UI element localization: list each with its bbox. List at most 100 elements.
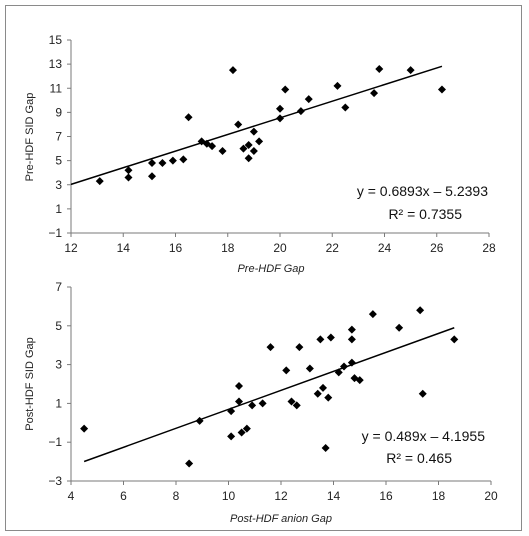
r-squared: R² = 0.7355 [388, 206, 462, 222]
x-tick-label: 22 [326, 241, 340, 255]
data-point [228, 66, 237, 75]
regression-equation: y = 0.489x – 4.1955 [362, 428, 486, 444]
data-point [124, 173, 133, 182]
data-points [95, 64, 446, 186]
y-tick-label: −3 [48, 474, 62, 488]
y-axis-label: Post-HDF SID Gap [24, 337, 36, 431]
data-point [326, 333, 335, 342]
data-point [347, 335, 356, 344]
x-tick-label: 4 [68, 489, 75, 503]
x-tick-label: 18 [432, 489, 446, 503]
trendline [70, 65, 443, 186]
data-point [450, 335, 459, 344]
y-tick-label: 9 [55, 105, 62, 119]
data-point [239, 144, 248, 153]
y-tick-label: −1 [48, 435, 62, 449]
data-point [276, 104, 284, 113]
data-point [227, 407, 236, 416]
data-point [334, 368, 343, 377]
data-point [227, 432, 236, 441]
data-point [237, 428, 246, 437]
data-point [235, 381, 243, 390]
data-point [168, 156, 177, 165]
data-point [324, 393, 333, 402]
data-point [184, 113, 193, 122]
y-axis-label: Pre-HDF SID Gap [24, 93, 36, 182]
data-point [147, 172, 156, 181]
x-tick-label: 6 [120, 489, 127, 503]
x-tick-label: 14 [117, 241, 131, 255]
y-tick-label: 5 [55, 319, 62, 333]
data-point [321, 444, 330, 453]
data-point [395, 323, 404, 332]
data-point [375, 64, 384, 73]
data-point [316, 335, 325, 344]
y-tick-label: 1 [55, 396, 62, 410]
x-axis-label: Pre-HDF Gap [237, 263, 304, 275]
chart-post-hdf: 7 5 3 1 −1 −3 4 6 8 10 12 14 16 18 20 Post-HDF anion … [24, 280, 498, 525]
x-tick-labels: 12 14 16 18 20 22 24 26 28 [64, 241, 496, 255]
data-point [249, 146, 258, 155]
y-tick-label: −1 [48, 226, 62, 240]
y-tick-label: 5 [55, 154, 62, 168]
data-point [195, 416, 204, 425]
regression-equation: y = 0.6893x – 5.2393 [357, 183, 488, 199]
figure-frame [5, 5, 522, 531]
data-point [340, 362, 348, 371]
data-point [95, 177, 104, 186]
tick-marks [67, 286, 492, 485]
data-point [244, 154, 253, 163]
data-point [416, 306, 425, 315]
y-tick-label: 7 [55, 280, 62, 294]
data-point [287, 397, 296, 406]
data-point [295, 343, 304, 352]
y-tick-label: 15 [49, 33, 63, 47]
data-point [242, 424, 251, 433]
x-tick-label: 18 [221, 241, 235, 255]
data-point [333, 81, 342, 90]
y-tick-label: 3 [55, 178, 62, 192]
data-point [370, 89, 379, 98]
data-point [406, 66, 415, 75]
data-point [304, 95, 313, 104]
x-tick-label: 12 [64, 241, 78, 255]
x-axis-label: Post-HDF anion Gap [230, 513, 332, 525]
data-point [244, 140, 253, 149]
data-point [355, 376, 364, 385]
x-tick-label: 16 [379, 489, 393, 503]
x-tick-label: 20 [273, 241, 287, 255]
x-tick-labels: 4 6 8 10 12 14 16 18 20 [68, 489, 498, 503]
data-point [255, 137, 264, 146]
data-point [179, 155, 188, 164]
y-tick-label: 13 [49, 57, 63, 71]
trendline [83, 327, 455, 463]
data-point [292, 401, 301, 410]
chart-pre-hdf: 15 13 11 9 7 5 3 1 −1 12 14 16 18 20 22 24 26 28 Pre-HDF… [24, 33, 496, 275]
data-point [319, 383, 327, 392]
data-point [305, 364, 314, 373]
data-point [418, 389, 427, 398]
data-point [124, 166, 133, 175]
data-point [249, 127, 258, 136]
x-tick-label: 20 [484, 489, 498, 503]
data-point [147, 159, 156, 168]
x-tick-label: 8 [173, 489, 180, 503]
x-tick-label: 16 [169, 241, 183, 255]
y-tick-label: 11 [50, 81, 63, 95]
y-tick-label: 7 [55, 130, 62, 144]
data-point [296, 107, 305, 116]
data-point [234, 120, 243, 129]
data-point [347, 358, 356, 367]
r-squared: R² = 0.465 [386, 450, 452, 466]
data-point [276, 114, 284, 123]
x-tick-label: 24 [378, 241, 392, 255]
data-point [341, 103, 350, 112]
y-tick-label: 3 [55, 358, 62, 372]
data-point [158, 159, 167, 168]
data-point [266, 343, 275, 352]
data-point [248, 401, 257, 410]
x-tick-label: 14 [327, 489, 341, 503]
data-point [282, 366, 291, 375]
x-tick-label: 10 [222, 489, 236, 503]
